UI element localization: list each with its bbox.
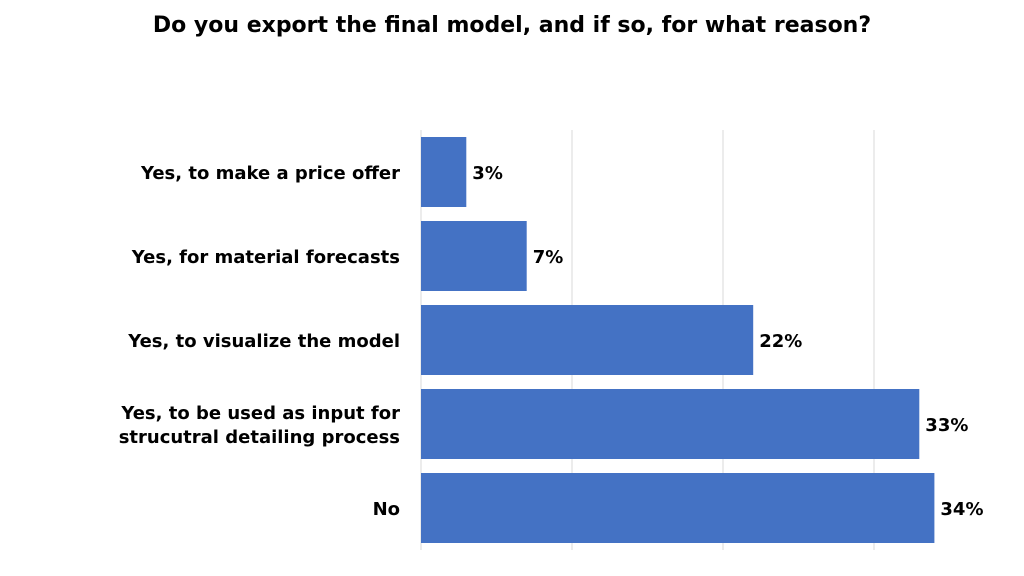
- bar: [421, 389, 920, 459]
- bars: [421, 137, 935, 543]
- bar: [421, 137, 467, 207]
- category-label: Yes, to visualize the model: [127, 331, 400, 352]
- value-label: 7%: [533, 247, 564, 268]
- bar: [421, 473, 935, 543]
- bar: [421, 305, 754, 375]
- category-label: No: [373, 499, 400, 520]
- value-label: 3%: [472, 163, 503, 184]
- category-label: Yes, to make a price offer: [140, 163, 400, 184]
- category-label-line: No: [373, 499, 400, 520]
- chart-title: Do you export the final model, and if so…: [153, 13, 871, 38]
- category-labels: Yes, to make a price offer Yes, for mater…: [119, 163, 400, 520]
- value-label: 22%: [759, 331, 802, 352]
- category-label-line: Yes, to make a price offer: [140, 163, 400, 184]
- value-label: 33%: [925, 415, 968, 436]
- category-label-line: strucutral detailing process: [119, 427, 400, 448]
- value-label: 34%: [940, 499, 983, 520]
- category-label-line: Yes, to visualize the model: [127, 331, 400, 352]
- value-labels: 3% 7% 22% 33% 34%: [472, 163, 983, 520]
- category-label-line: Yes, for material forecasts: [131, 247, 400, 268]
- category-label-line: Yes, to be used as input for: [120, 403, 400, 424]
- category-label: Yes, to be used as input for strucutral d…: [119, 403, 400, 448]
- bar: [421, 221, 527, 291]
- category-label: Yes, for material forecasts: [131, 247, 400, 268]
